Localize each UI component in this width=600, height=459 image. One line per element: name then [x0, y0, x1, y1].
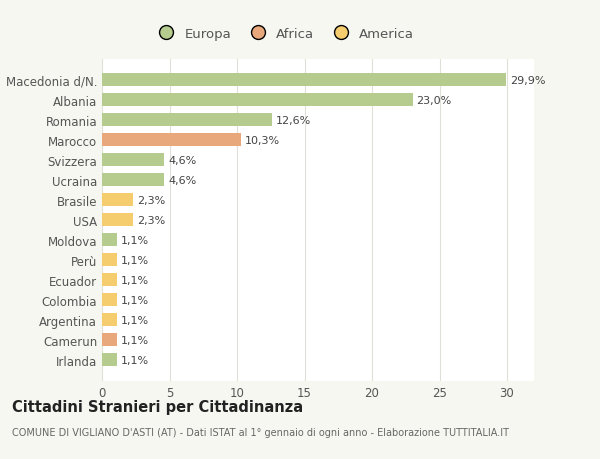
Bar	[102, 294, 117, 307]
Text: 29,9%: 29,9%	[510, 76, 545, 86]
Bar	[102, 174, 164, 187]
Text: 1,1%: 1,1%	[121, 315, 149, 325]
Bar	[102, 334, 117, 347]
Text: 23,0%: 23,0%	[416, 96, 452, 106]
Text: 1,1%: 1,1%	[121, 255, 149, 265]
Text: 2,3%: 2,3%	[137, 215, 166, 225]
Text: 1,1%: 1,1%	[121, 275, 149, 285]
Bar	[102, 194, 133, 207]
Bar	[102, 234, 117, 247]
Bar	[102, 134, 241, 147]
Bar	[102, 94, 413, 107]
Text: COMUNE DI VIGLIANO D'ASTI (AT) - Dati ISTAT al 1° gennaio di ogni anno - Elabora: COMUNE DI VIGLIANO D'ASTI (AT) - Dati IS…	[12, 427, 509, 437]
Text: 12,6%: 12,6%	[276, 116, 311, 126]
Text: 2,3%: 2,3%	[137, 196, 166, 205]
Text: 4,6%: 4,6%	[168, 156, 196, 166]
Text: 1,1%: 1,1%	[121, 295, 149, 305]
Text: 10,3%: 10,3%	[245, 135, 280, 146]
Bar	[102, 313, 117, 326]
Bar	[102, 114, 272, 127]
Bar	[102, 214, 133, 227]
Text: 1,1%: 1,1%	[121, 335, 149, 345]
Legend: Europa, Africa, America: Europa, Africa, America	[153, 28, 414, 41]
Bar	[102, 274, 117, 286]
Text: Cittadini Stranieri per Cittadinanza: Cittadini Stranieri per Cittadinanza	[12, 399, 303, 414]
Text: 1,1%: 1,1%	[121, 235, 149, 245]
Bar	[102, 353, 117, 366]
Bar	[102, 154, 164, 167]
Bar	[102, 254, 117, 267]
Text: 1,1%: 1,1%	[121, 355, 149, 365]
Text: 4,6%: 4,6%	[168, 175, 196, 185]
Bar	[102, 74, 506, 87]
